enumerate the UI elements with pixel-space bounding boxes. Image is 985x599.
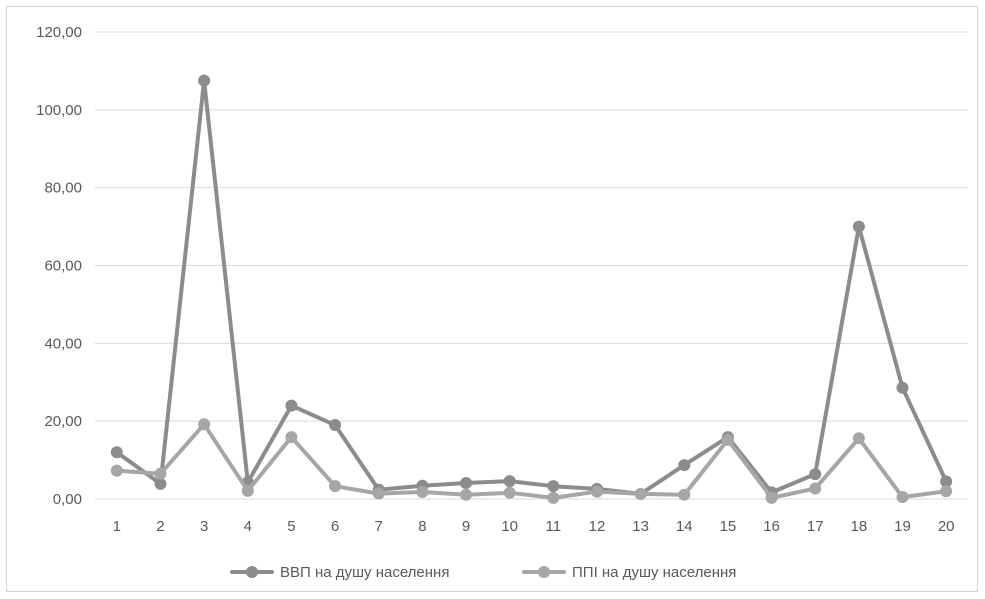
x-tick-label: 6: [331, 518, 339, 535]
x-axis-tick-labels: 1 2 3 4 5 6 7 8 9 10 11 12 13 14 15 16 17 18 19 20: [113, 518, 955, 535]
x-tick-label: 19: [894, 518, 911, 535]
y-tick-label: 100,00: [36, 102, 82, 119]
data-point: [154, 467, 167, 480]
data-point: [940, 475, 953, 488]
data-point: [809, 468, 822, 481]
y-tick-label: 20,00: [44, 413, 82, 430]
data-point: [110, 446, 123, 459]
data-point: [503, 486, 516, 499]
data-point: [547, 480, 560, 493]
data-point: [285, 431, 298, 444]
series-line-2: [114, 422, 949, 500]
data-point: [852, 432, 865, 445]
x-tick-label: 10: [501, 518, 518, 535]
x-tick-label: 20: [938, 518, 955, 535]
x-tick-label: 2: [156, 518, 164, 535]
x-tick-label: 18: [851, 518, 868, 535]
x-tick-label: 13: [632, 518, 649, 535]
data-point: [678, 488, 691, 501]
data-point: [110, 464, 123, 477]
legend-label: ППІ на душу населення: [572, 564, 736, 581]
legend: ВВП на душу населення ППІ на душу населен…: [230, 564, 736, 581]
data-point: [547, 491, 560, 504]
x-tick-label: 16: [763, 518, 780, 535]
data-point: [503, 475, 516, 488]
data-point: [241, 484, 254, 497]
y-axis-tick-labels: 0,00 20,00 40,00 60,00 80,00 100,00 120,00: [36, 24, 82, 508]
x-tick-label: 15: [720, 518, 737, 535]
data-point: [940, 485, 953, 498]
data-point: [154, 477, 167, 490]
x-tick-label: 4: [244, 518, 252, 535]
x-tick-label: 1: [113, 518, 121, 535]
data-point: [896, 381, 909, 394]
data-point: [198, 74, 211, 87]
y-tick-label: 120,00: [36, 24, 82, 41]
data-point: [852, 220, 865, 233]
x-tick-label: 14: [676, 518, 693, 535]
x-tick-label: 11: [546, 518, 562, 535]
data-point: [460, 477, 473, 490]
x-tick-label: 7: [375, 518, 383, 535]
data-point: [329, 480, 342, 493]
data-point: [285, 399, 298, 412]
data-point: [896, 491, 909, 504]
data-point: [809, 482, 822, 495]
x-tick-label: 5: [287, 518, 295, 535]
data-point: [460, 488, 473, 501]
data-point: [634, 487, 647, 500]
x-tick-label: 8: [418, 518, 426, 535]
data-point: [678, 459, 691, 472]
y-tick-label: 60,00: [44, 258, 82, 275]
data-point: [765, 491, 778, 504]
x-tick-label: 3: [200, 518, 208, 535]
data-point: [590, 485, 603, 498]
series-line-1: [114, 78, 949, 496]
data-point: [329, 419, 342, 432]
x-tick-label: 17: [807, 518, 824, 535]
y-tick-label: 40,00: [44, 335, 82, 352]
legend-label: ВВП на душу населення: [280, 564, 449, 581]
x-tick-label: 12: [589, 518, 606, 535]
legend-swatch-marker: [246, 566, 258, 578]
data-point: [721, 433, 734, 446]
data-point: [416, 485, 429, 498]
y-tick-label: 80,00: [44, 180, 82, 197]
x-tick-label: 9: [462, 518, 470, 535]
y-tick-label: 0,00: [53, 491, 82, 508]
data-point: [372, 487, 385, 500]
series-lines: [110, 74, 953, 504]
data-point: [198, 418, 211, 431]
legend-swatch-marker: [538, 566, 550, 578]
